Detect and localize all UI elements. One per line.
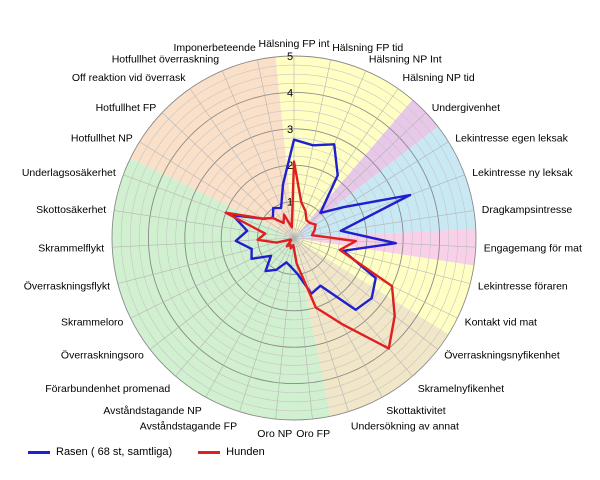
category-label-25: Underlagsosäkerhet (22, 167, 116, 179)
category-label-8: Engagemang för mat (484, 243, 582, 255)
spoke (293, 237, 313, 420)
spoke (293, 88, 399, 239)
spoke (175, 237, 295, 377)
spoke (205, 237, 295, 398)
spoke (293, 210, 474, 239)
category-label-12: Skramelnyfikenhet (418, 383, 504, 395)
sector-2 (294, 126, 476, 238)
spoke (117, 237, 295, 284)
category-label-17: Avståndstagande FP (140, 420, 237, 432)
tick-label-5: 5 (287, 51, 293, 63)
category-label-22: Överraskningsflykt (24, 281, 110, 293)
spoke (189, 88, 295, 239)
category-label-9: Lekintresse föraren (478, 281, 568, 293)
spoke (293, 237, 476, 248)
spoke (139, 141, 295, 239)
series-line-dog (224, 160, 396, 350)
category-label-19: Förarbundenhet promenad (45, 383, 170, 395)
tick-label-2: 2 (287, 160, 293, 172)
category-label-20: Överraskningsoro (61, 349, 144, 361)
tick-label-4: 4 (287, 87, 293, 99)
category-label-14: Undersökning av annat (351, 420, 459, 432)
spoke (293, 237, 383, 398)
category-label-7: Dragkampsintresse (482, 204, 573, 216)
sector-6 (112, 157, 331, 420)
legend-swatch-breed (28, 450, 50, 454)
spoke (293, 237, 349, 412)
spoke (293, 59, 331, 239)
legend-label-breed: Rasen ( 68 st, samtliga) (56, 446, 173, 458)
category-label-0: Hälsning FP int (258, 38, 329, 50)
category-label-30: Imponerbeteende (173, 42, 255, 54)
category-label-27: Hotfullhet FP (96, 102, 157, 114)
category-label-5: Lekintresse egen leksak (455, 133, 568, 145)
category-label-23: Skrammelflykt (38, 243, 104, 255)
category-label-2: Hälsning NP Int (369, 53, 442, 65)
category-label-18: Avståndstagande NP (103, 405, 201, 417)
category-label-1: Hälsning FP tid (332, 42, 403, 54)
spoke (293, 174, 465, 239)
category-label-4: Undergivenhet (432, 102, 500, 114)
spoke (221, 70, 295, 239)
category-label-13: Skottaktivitet (386, 405, 446, 417)
category-label-15: Oro FP (296, 428, 330, 440)
legend-item-dog: Hunden (198, 446, 265, 458)
category-label-24: Skottosäkerhet (36, 204, 106, 216)
legend-item-breed: Rasen ( 68 st, samtliga) (28, 446, 172, 458)
category-label-21: Skrammeloro (61, 317, 124, 329)
legend-swatch-dog (198, 450, 221, 454)
spoke (257, 59, 295, 239)
sector-4 (294, 238, 474, 335)
spoke (293, 141, 449, 239)
legend-label-dog: Hunden (226, 446, 265, 458)
spoke (130, 237, 295, 319)
spoke (239, 237, 295, 412)
tick-label-1: 1 (287, 197, 293, 209)
category-label-10: Kontakt vid mat (465, 317, 537, 329)
spoke (293, 112, 427, 239)
tick-label-3: 3 (287, 124, 293, 136)
legend: Rasen ( 68 st, samtliga) Hunden (28, 446, 265, 458)
category-label-3: Hälsning NP tid (403, 72, 475, 84)
category-label-11: Överraskningsnyfikenhet (444, 349, 560, 361)
spoke (293, 237, 471, 284)
sector-0 (275, 56, 413, 239)
spoke (293, 237, 439, 350)
category-label-6: Lekintresse ny leksak (472, 167, 573, 179)
category-label-26: Hotfullhet NP (71, 133, 133, 145)
category-label-29: Hotfullhet överraskning (112, 53, 220, 65)
spoke (123, 174, 295, 239)
sector-7 (130, 56, 294, 239)
category-label-16: Oro NP (257, 428, 292, 440)
category-label-28: Off reaktion vid överrask (72, 72, 186, 84)
